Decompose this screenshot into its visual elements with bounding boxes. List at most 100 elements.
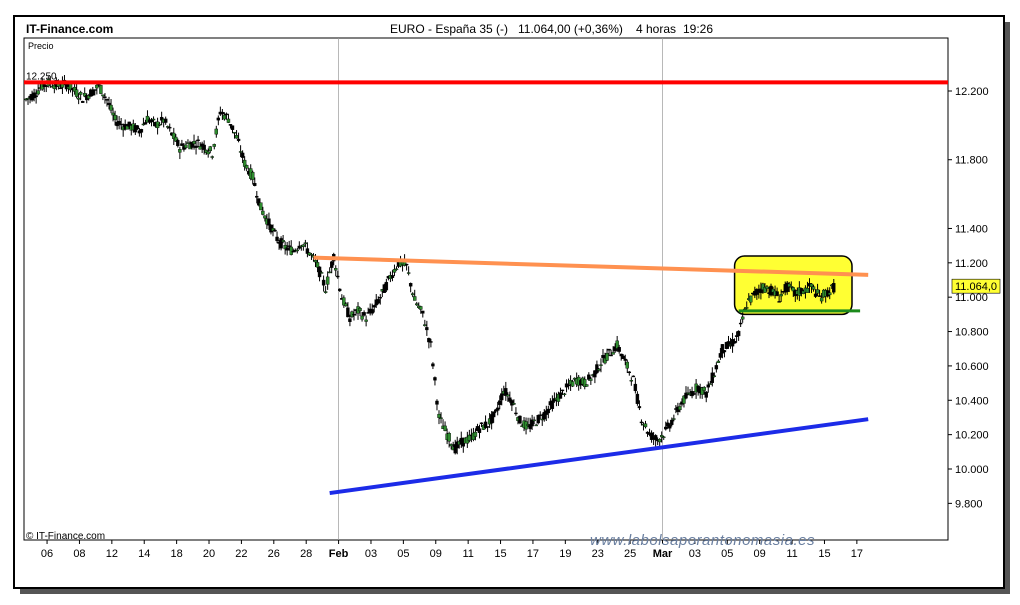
candle-body bbox=[761, 283, 765, 290]
candle-body bbox=[613, 346, 617, 352]
candle-body bbox=[734, 335, 739, 337]
candle-body bbox=[558, 392, 563, 399]
candle-body bbox=[410, 293, 415, 296]
candle-body bbox=[692, 393, 696, 395]
x-tick-label-19: Mar bbox=[653, 548, 673, 560]
candle-body bbox=[684, 392, 688, 399]
candle-body bbox=[392, 269, 397, 273]
candle-body bbox=[319, 272, 324, 274]
candle-body bbox=[617, 347, 621, 352]
candle-body bbox=[336, 275, 340, 278]
candle-body bbox=[301, 244, 306, 247]
candle-body bbox=[433, 377, 437, 381]
candle-body bbox=[125, 125, 129, 130]
candle-body bbox=[489, 414, 494, 424]
x-tick-label-21: 05 bbox=[721, 548, 733, 560]
candle-body bbox=[376, 299, 380, 304]
candle-body bbox=[708, 383, 712, 385]
candle-body bbox=[163, 118, 168, 123]
candle-body bbox=[427, 338, 431, 343]
x-tick-label-6: 22 bbox=[235, 548, 247, 560]
candle-body bbox=[408, 283, 413, 287]
candle-body bbox=[72, 86, 77, 92]
candle-body bbox=[291, 250, 295, 253]
candle-body bbox=[194, 145, 198, 148]
x-tick-label-0: 06 bbox=[41, 548, 53, 560]
candle-body bbox=[706, 384, 710, 388]
candle-body bbox=[159, 116, 164, 121]
x-tick-label-17: 23 bbox=[592, 548, 604, 560]
candle-body bbox=[202, 144, 206, 150]
current-price-tag bbox=[951, 278, 1001, 294]
candle-body bbox=[749, 295, 753, 303]
candle-body bbox=[589, 378, 593, 381]
candle-body bbox=[560, 389, 565, 392]
candle-body bbox=[813, 293, 818, 297]
time-label: 19:26 bbox=[683, 22, 713, 36]
x-tick-label-3: 14 bbox=[138, 548, 150, 560]
x-tick-label-20: 03 bbox=[689, 548, 701, 560]
candle-body bbox=[95, 84, 99, 89]
candle-body bbox=[364, 319, 368, 322]
candle-body bbox=[139, 129, 144, 133]
candle-body bbox=[443, 425, 447, 431]
x-tick-label-18: 25 bbox=[624, 548, 636, 560]
candle-body bbox=[759, 288, 763, 294]
candle-body bbox=[421, 310, 425, 314]
candle-body bbox=[307, 252, 312, 256]
candle-body bbox=[659, 435, 664, 438]
candle-body bbox=[587, 374, 591, 380]
candle-body bbox=[238, 151, 243, 153]
candle-body bbox=[629, 380, 634, 382]
candle-body bbox=[303, 242, 308, 245]
y-tick-label-5: 10.800 bbox=[955, 327, 989, 339]
candle-body bbox=[423, 324, 427, 327]
candle-body bbox=[597, 368, 601, 371]
candle-body bbox=[109, 104, 113, 111]
candle-body bbox=[91, 89, 95, 96]
candle-body bbox=[566, 384, 571, 387]
candle-body bbox=[593, 370, 597, 378]
y-tick-label-3: 10.400 bbox=[955, 395, 989, 407]
candle-body bbox=[779, 294, 783, 297]
candle-body bbox=[101, 94, 105, 97]
candle-body bbox=[449, 444, 453, 447]
candle-body bbox=[435, 400, 439, 405]
price-series bbox=[24, 75, 836, 455]
candle-body bbox=[477, 428, 482, 433]
candle-body bbox=[419, 306, 423, 310]
candle-body bbox=[117, 121, 121, 125]
candle-body bbox=[180, 143, 184, 146]
candle-body bbox=[627, 371, 632, 374]
candle-body bbox=[643, 423, 648, 428]
candle-body bbox=[228, 124, 233, 126]
candle-body bbox=[404, 263, 409, 266]
candle-body bbox=[149, 119, 154, 123]
candle-body bbox=[313, 260, 318, 263]
candle-body bbox=[172, 132, 176, 139]
candle-body bbox=[358, 308, 362, 312]
candle-body bbox=[514, 412, 518, 415]
candle-body bbox=[295, 249, 299, 252]
resistance-trendline bbox=[313, 255, 869, 277]
candle-body bbox=[666, 422, 670, 427]
candle-body bbox=[285, 247, 289, 251]
candle-body bbox=[570, 381, 575, 387]
candle-body bbox=[682, 395, 686, 404]
candle-body bbox=[113, 114, 117, 120]
candle-body bbox=[479, 422, 484, 425]
x-tick-label-1: 08 bbox=[73, 548, 85, 560]
candle-body bbox=[344, 303, 348, 307]
candle-body bbox=[832, 283, 836, 293]
candle-body bbox=[93, 89, 97, 91]
brand-title: IT-Finance.com bbox=[26, 22, 113, 36]
candle-body bbox=[595, 364, 599, 374]
candle-body bbox=[625, 361, 629, 369]
y-tick-label-2: 10.200 bbox=[955, 430, 989, 442]
candle-body bbox=[621, 355, 625, 360]
y-tick-label-8: 11.400 bbox=[955, 223, 988, 235]
candle-body bbox=[508, 397, 512, 402]
candle-body bbox=[740, 316, 745, 320]
